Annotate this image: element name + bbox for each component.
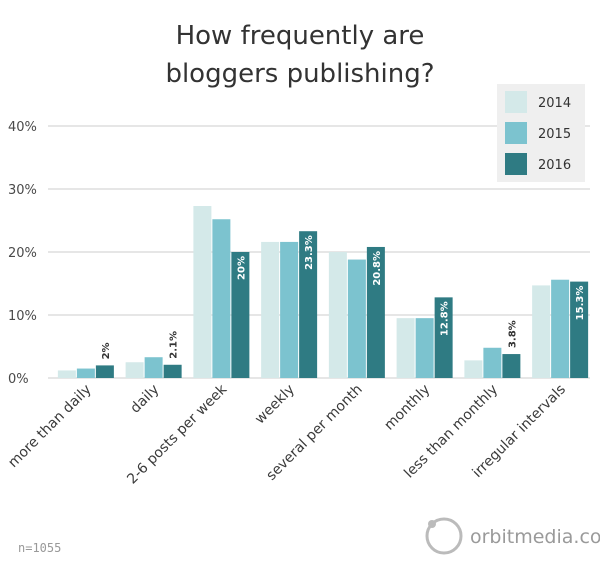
x-axis-ticks: more than daily daily 2-6 posts per week… [5, 381, 569, 488]
legend-label-2015: 2015 [538, 127, 571, 142]
data-label: 15.3% [575, 286, 586, 321]
bar-2014-0 [57, 370, 76, 378]
x-tick-label: monthly [381, 382, 433, 434]
data-label: 23.3% [304, 235, 315, 270]
legend-swatch-2015 [505, 122, 527, 144]
bar-2015-7 [551, 279, 570, 378]
bar-2016-7 [570, 281, 589, 378]
data-label: 12.8% [440, 301, 451, 336]
bar-2015-1 [144, 357, 163, 378]
bar-2014-1 [125, 362, 144, 378]
bar-2014-7 [532, 285, 551, 378]
bar-2015-0 [76, 368, 95, 378]
chart-title-line-1: How frequently are [176, 21, 425, 51]
bar-2016-3 [299, 231, 318, 378]
bar-2015-4 [347, 259, 366, 378]
data-labels: 2% 2.1% 20% 23.3% 20.8% 12.8% 3.8% 15.3% [101, 235, 586, 359]
orbit-logo-dot [428, 520, 436, 528]
orbit-logo-icon [425, 517, 463, 555]
bar-2014-3 [261, 241, 280, 378]
bar-2015-5 [415, 318, 434, 378]
sample-size-note: n=1055 [18, 541, 61, 555]
legend-swatch-2014 [505, 91, 527, 113]
bar-2016-5 [434, 297, 453, 378]
y-tick-label: 40% [8, 120, 37, 135]
legend-label-2016: 2016 [538, 158, 571, 173]
legend: 2014 2015 2016 [497, 84, 585, 182]
data-label: 2.1% [169, 331, 180, 359]
bar-2016-6 [502, 354, 521, 378]
bar-2014-6 [464, 360, 483, 378]
bar-2014-2 [193, 206, 212, 378]
y-axis-ticks: 0% 10% 20% 30% 40% [8, 120, 37, 387]
legend-label-2014: 2014 [538, 96, 571, 111]
y-tick-label: 20% [8, 246, 37, 261]
bar-2014-4 [328, 252, 347, 378]
brand-name: orbitmedia.com [470, 526, 600, 548]
legend-swatch-2016 [505, 153, 527, 175]
x-tick-label: weekly [252, 382, 298, 428]
y-tick-label: 10% [8, 309, 37, 324]
y-tick-label: 0% [8, 372, 29, 387]
bar-2015-6 [483, 347, 502, 378]
bar-2016-4 [366, 246, 385, 378]
bar-2015-2 [212, 219, 231, 378]
data-label: 3.8% [507, 320, 518, 348]
x-tick-label: more than daily [5, 382, 94, 471]
x-tick-label: daily [127, 382, 162, 417]
y-tick-label: 30% [8, 183, 37, 198]
bars [57, 206, 589, 378]
data-label: 20% [236, 256, 247, 280]
bar-2015-3 [280, 241, 299, 378]
chart-title-line-2: bloggers publishing? [165, 59, 434, 89]
orbit-logo: orbitmedia.com [425, 517, 600, 555]
bar-2014-5 [396, 318, 415, 378]
data-label: 2% [101, 342, 112, 359]
bar-2016-0 [95, 365, 114, 378]
bar-2016-2 [231, 252, 250, 378]
data-label: 20.8% [372, 251, 383, 286]
bar-2016-1 [163, 364, 182, 378]
